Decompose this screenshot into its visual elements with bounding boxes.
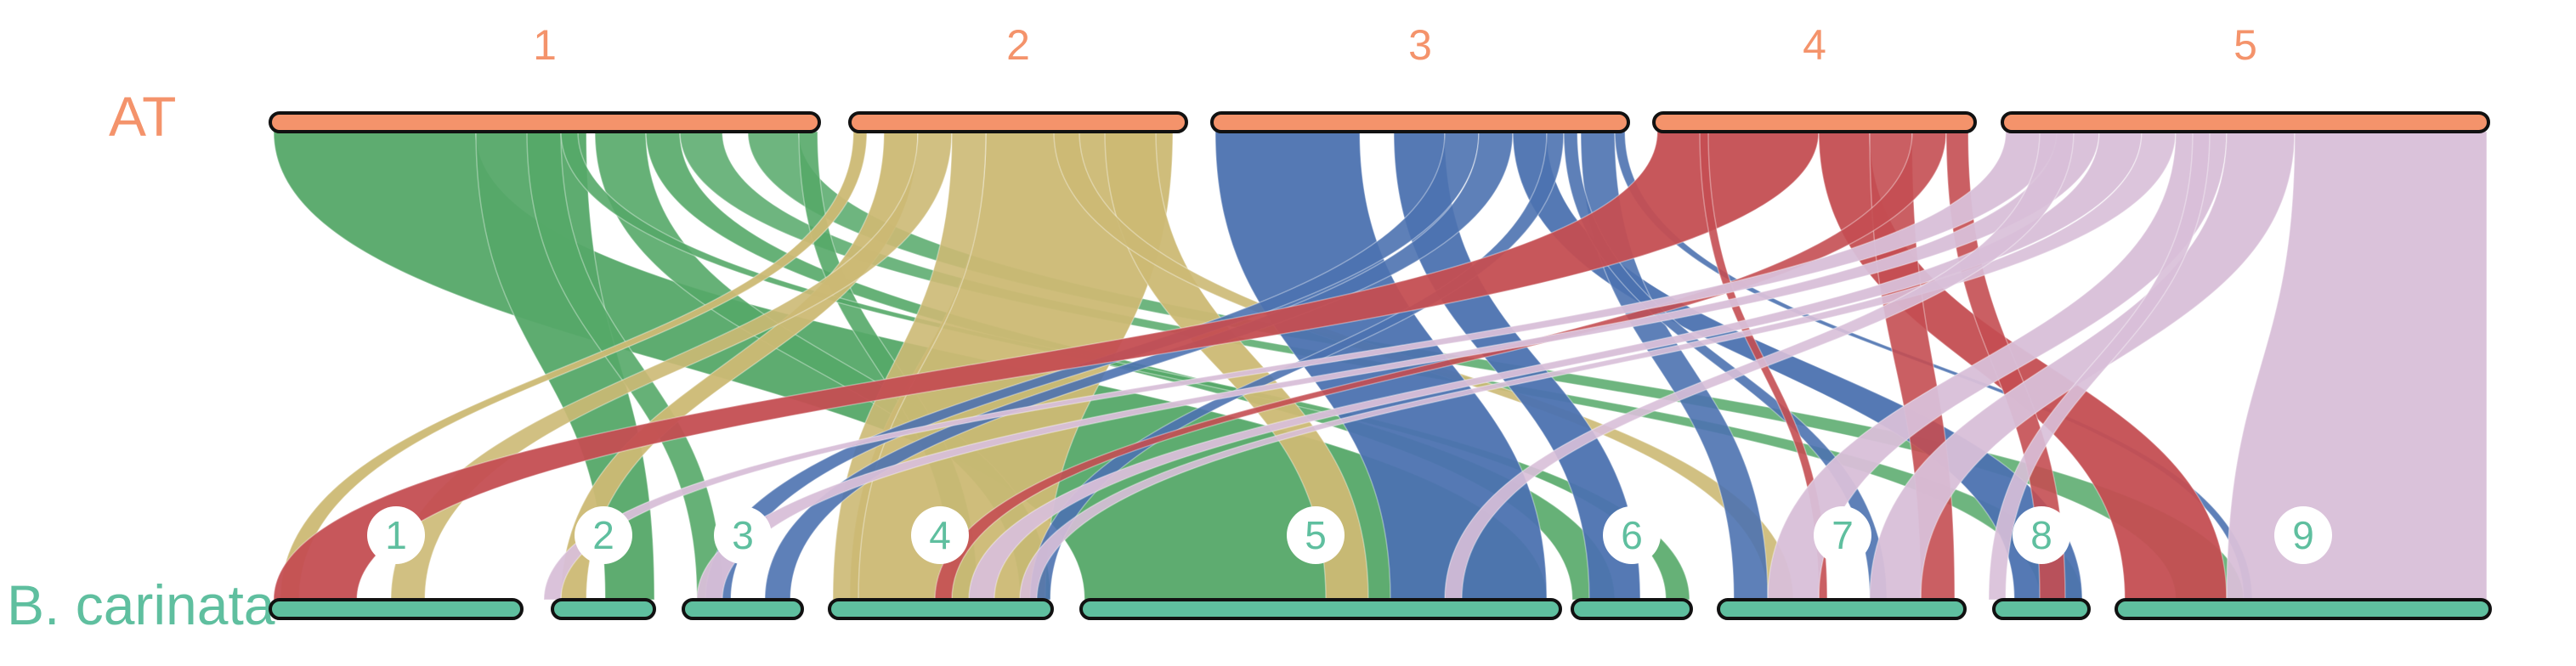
top-genome-label: AT	[109, 85, 176, 148]
bottom-chrom-1-bar[interactable]	[269, 598, 524, 620]
top-chromosome-bars	[269, 111, 2490, 133]
bottom-chrom-9-label: 9	[2292, 513, 2314, 557]
bottom-chrom-2-badge: 2	[575, 506, 632, 564]
bottom-chrom-1-badge: 1	[367, 506, 425, 564]
top-chrom-5-label: 5	[2233, 21, 2257, 69]
bottom-chrom-4-badge: 4	[911, 506, 969, 564]
top-chrom-3-bar[interactable]	[1210, 111, 1630, 133]
bottom-chrom-8-bar[interactable]	[1992, 598, 2091, 620]
bottom-chrom-2-bar[interactable]	[551, 598, 656, 620]
bottom-chrom-7-bar[interactable]	[1717, 598, 1967, 620]
synteny-ribbons	[273, 131, 2488, 601]
bottom-chrom-6-label: 6	[1621, 513, 1643, 557]
top-chrom-4-label: 4	[1803, 21, 1826, 69]
top-chrom-5-bar[interactable]	[2001, 111, 2490, 133]
top-chrom-2-label: 2	[1006, 21, 1030, 69]
top-chrom-1-label: 1	[533, 21, 557, 69]
bottom-chrom-6-badge: 6	[1603, 506, 1661, 564]
bottom-chrom-3-badge: 3	[714, 506, 772, 564]
top-chrom-1-bar[interactable]	[269, 111, 821, 133]
bottom-chrom-7-badge: 7	[1814, 506, 1871, 564]
top-chrom-2-bar[interactable]	[848, 111, 1188, 133]
bottom-chromosome-labels: 1 2 3 4 5 6 7 8	[367, 506, 2332, 564]
bottom-chrom-4-label: 4	[929, 513, 951, 557]
bottom-chrom-5-badge: 5	[1287, 506, 1345, 564]
bottom-chrom-8-badge: 8	[2013, 506, 2070, 564]
bottom-chrom-6-bar[interactable]	[1571, 598, 1693, 620]
bottom-chrom-5-bar[interactable]	[1079, 598, 1562, 620]
bottom-chromosome-bars	[269, 598, 2492, 620]
bottom-chrom-5-label: 5	[1305, 513, 1327, 557]
bottom-chrom-3-label: 3	[732, 513, 754, 557]
bottom-chrom-1-label: 1	[385, 513, 407, 557]
bottom-chrom-3-bar[interactable]	[682, 598, 804, 620]
bottom-genome-label: B. carinata	[7, 573, 275, 636]
bottom-chrom-4-bar[interactable]	[828, 598, 1054, 620]
bottom-chrom-9-bar[interactable]	[2115, 598, 2492, 620]
top-chrom-3-label: 3	[1408, 21, 1432, 69]
bottom-chrom-9-badge: 9	[2274, 506, 2332, 564]
bottom-chrom-2-label: 2	[592, 513, 614, 557]
bottom-chrom-7-label: 7	[1832, 513, 1854, 557]
bottom-chrom-8-label: 8	[2030, 513, 2052, 557]
top-chromosome-labels: 1 2 3 4 5	[533, 21, 2257, 69]
top-chrom-4-bar[interactable]	[1652, 111, 1977, 133]
